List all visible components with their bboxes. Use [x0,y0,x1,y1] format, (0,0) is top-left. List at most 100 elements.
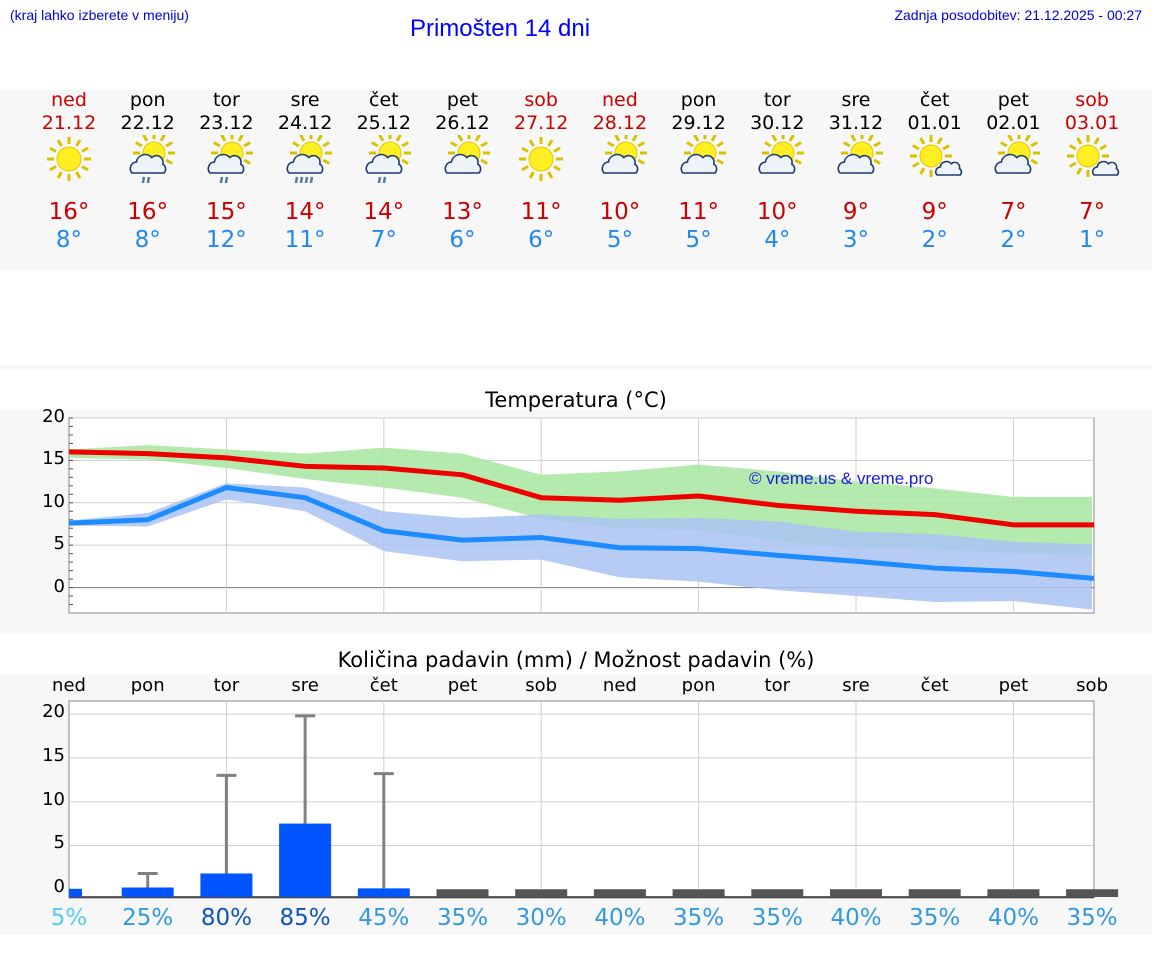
precip-bar [908,889,961,897]
y-tick-label: 0 [53,876,65,898]
precip-bar [121,887,174,897]
day-date: 29.12 [671,112,726,134]
sun-cloud-icon [444,135,490,174]
day-name: pet [446,89,479,111]
min-temp: 6° [528,227,555,253]
precip-probability: 25% [122,905,174,931]
precip-bar [593,889,646,897]
day-date: 24.12 [277,112,333,134]
min-temp-line [68,485,1095,581]
min-temp: 2° [1000,227,1027,253]
day-name: sob [524,89,558,111]
sun-small-cloud-icon [1067,135,1120,177]
precip-probability: 35% [1066,905,1118,931]
precip-probability: 35% [436,905,489,931]
last-updated: Zadnja posodobitev: 21.12.2025 - 00:27 [894,7,1142,23]
day-name: pon [680,89,717,111]
precip-day-name: ned [52,675,86,696]
max-temp: 16° [127,199,169,225]
min-temp: 5° [606,227,633,253]
min-temp: 5° [685,227,712,253]
precip-bar [830,889,882,897]
precip-bar [436,889,489,897]
day-date: 25.12 [356,112,411,134]
day-date: 01.01 [907,112,962,134]
max-temp-line [68,449,1095,528]
min-temp: 6° [449,227,476,253]
precip-bar [987,889,1040,897]
max-temp: 7° [1079,199,1106,225]
region-menu-hint[interactable]: (kraj lahko izberete v meniju) [10,7,189,23]
y-tick-label: 20 [42,406,65,427]
precip-day-name: pon [130,675,165,696]
day-date: 30.12 [750,112,805,134]
day-name: tor [763,89,791,111]
precip-probability: 30% [515,905,567,931]
max-temp: 9° [842,199,870,225]
sun-cloud-rain-icon [129,135,175,183]
day-date: 23.12 [199,112,254,134]
precip-day-name: tor [213,675,240,696]
sun-small-cloud-icon [909,135,962,177]
y-tick-label: 15 [42,448,65,470]
min-temp: 8° [55,227,83,253]
precip-day-name: čet [369,675,398,696]
precipitation-chart-title: Količina padavin (mm) / Možnost padavin … [337,648,815,672]
precip-probability: 80% [200,905,252,931]
max-temp: 15° [206,199,247,225]
precip-probability: 45% [358,905,410,931]
min-temp: 8° [134,227,161,253]
precip-probability: 40% [594,905,646,931]
max-temp: 10° [599,199,641,225]
min-temp: 11° [284,227,326,253]
min-temp: 12° [206,227,247,253]
y-tick-label: 0 [53,575,65,597]
day-name: tor [212,89,240,111]
precip-bar [751,889,804,897]
sun-cloud-heavy-rain-icon [286,135,333,183]
precip-day-name: tor [764,675,791,696]
max-temp: 10° [756,199,798,225]
day-date: 27.12 [513,112,569,134]
sun-cloud-icon [758,135,805,174]
day-date: 02.01 [986,112,1041,134]
precip-probability: 35% [751,905,803,931]
precip-bar [672,889,725,897]
min-temp: 3° [842,227,870,253]
day-name: ned [51,89,87,111]
precip-probability: 35% [673,905,725,931]
day-name: sre [290,89,320,111]
max-temp: 16° [48,199,90,225]
day-date: 22.12 [120,112,175,134]
day-date: 21.12 [41,112,97,134]
day-name: čet [919,89,950,111]
precip-bar [69,888,82,897]
precip-day-name: sob [1076,675,1108,696]
day-name: pon [129,89,166,111]
y-tick-label: 10 [42,490,65,512]
precip-day-name: pon [681,675,716,696]
plot-area [68,700,1095,899]
y-tick-label: 20 [42,701,65,723]
sun-icon [47,137,91,181]
day-name: ned [601,89,638,111]
max-temp: 13° [442,199,483,225]
max-temp: 14° [284,199,326,225]
sun-cloud-rain-icon [207,135,254,183]
precip-probability: 40% [987,905,1039,931]
separator-band [0,365,1152,370]
precip-probability: 5% [50,905,88,931]
precip-day-name: ned [602,675,637,696]
precip-probability: 35% [909,905,961,931]
y-tick-label: 5 [53,832,65,854]
max-temp: 14° [363,199,405,225]
min-range-band [69,483,1093,610]
sun-cloud-icon [994,135,1041,174]
min-temp: 7° [370,227,397,253]
max-temp: 9° [921,199,948,225]
y-tick-label: 10 [42,788,65,810]
precip-bar [357,888,410,897]
day-name: sre [841,89,871,111]
